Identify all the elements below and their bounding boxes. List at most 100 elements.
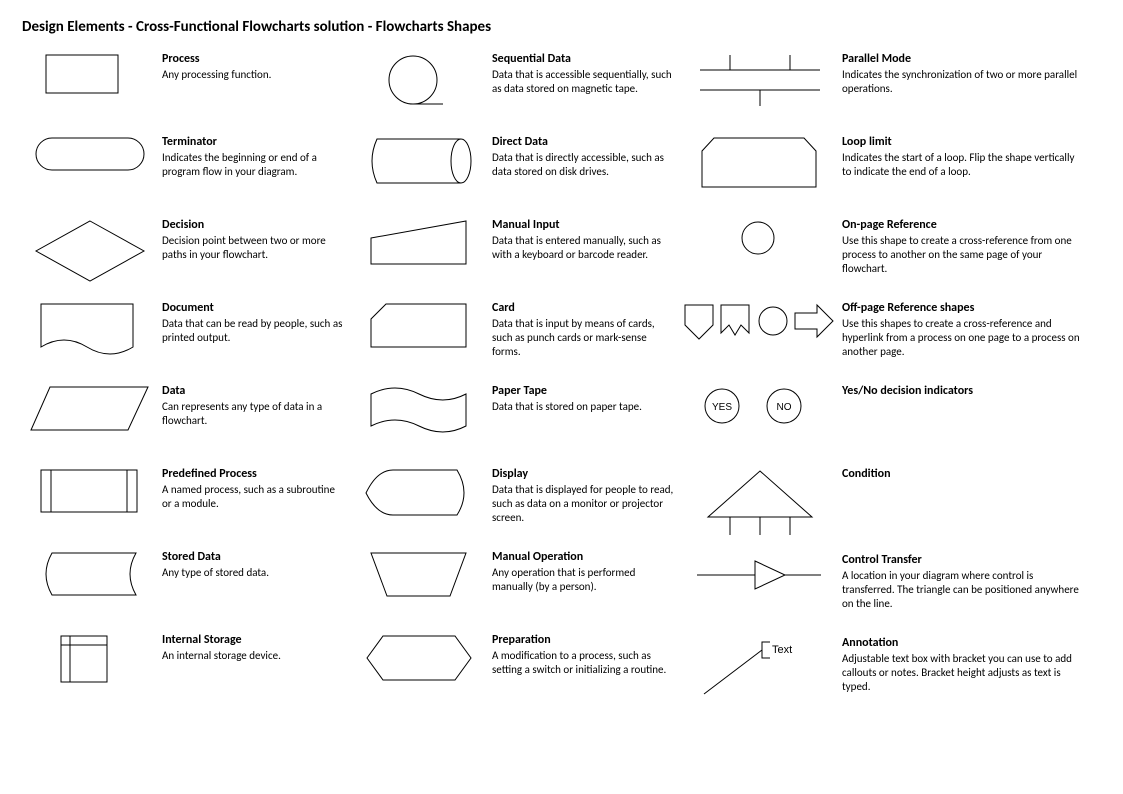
shape-name: Yes/No decision indicators — [842, 384, 1084, 398]
shape-name: Data — [162, 384, 344, 398]
parallel-mode-icon — [682, 50, 842, 114]
shape-desc: Data that is directly accessible, such a… — [492, 151, 674, 179]
svg-text:Text: Text — [772, 644, 792, 656]
shape-desc: Indicates the beginning or end of a prog… — [162, 151, 344, 179]
preparation-icon — [352, 631, 492, 687]
col-0: Process Any processing function. Termina… — [22, 50, 352, 717]
shape-name: Control Transfer — [842, 553, 1084, 567]
item-manual-operation: Manual Operation Any operation that is p… — [352, 548, 682, 623]
shape-grid: Process Any processing function. Termina… — [22, 50, 1101, 717]
item-stored-data: Stored Data Any type of stored data. — [22, 548, 352, 623]
item-paper-tape: Paper Tape Data that is stored on paper … — [352, 382, 682, 457]
shape-desc: Data that is input by means of cards, su… — [492, 317, 674, 358]
shape-desc: Data that is accessible sequentially, su… — [492, 68, 674, 96]
internal-storage-icon — [22, 631, 162, 693]
condition-icon — [682, 465, 842, 543]
item-condition: Condition — [682, 465, 1092, 543]
item-document: Document Data that can be read by people… — [22, 299, 352, 374]
item-card: Card Data that is input by means of card… — [352, 299, 682, 374]
shape-name: Condition — [842, 467, 1084, 481]
item-internal-storage: Internal Storage An internal storage dev… — [22, 631, 352, 706]
shape-name: Manual Input — [492, 218, 674, 232]
sequential-data-icon — [352, 50, 492, 114]
item-control-transfer: Control Transfer A location in your diag… — [682, 551, 1092, 626]
shape-name: Predefined Process — [162, 467, 344, 481]
document-icon — [22, 299, 162, 367]
col-2: Parallel Mode Indicates the synchronizat… — [682, 50, 1092, 717]
shape-desc: Decision point between two or more paths… — [162, 234, 344, 262]
shape-name: Process — [162, 52, 344, 66]
item-parallel-mode: Parallel Mode Indicates the synchronizat… — [682, 50, 1092, 125]
shape-name: Card — [492, 301, 674, 315]
shape-desc: Adjustable text box with bracket you can… — [842, 652, 1084, 693]
shape-desc: Any processing function. — [162, 68, 344, 82]
shape-desc: A location in your diagram where control… — [842, 569, 1084, 610]
predefined-process-icon — [22, 465, 162, 521]
shape-desc: Indicates the synchronization of two or … — [842, 68, 1084, 96]
shape-name: Display — [492, 467, 674, 481]
shape-desc: Data that is stored on paper tape. — [492, 400, 674, 414]
shape-desc: Any type of stored data. — [162, 566, 344, 580]
shape-name: Parallel Mode — [842, 52, 1084, 66]
shape-name: Off-page Reference shapes — [842, 301, 1084, 315]
manual-input-icon — [352, 216, 492, 274]
shape-name: Paper Tape — [492, 384, 674, 398]
decision-icon — [22, 216, 162, 286]
svg-text:YES: YES — [712, 402, 732, 413]
shape-name: Annotation — [842, 636, 1084, 650]
process-icon — [22, 50, 162, 104]
shape-desc: Data that is displayed for people to rea… — [492, 483, 674, 524]
item-decision: Decision Decision point between two or m… — [22, 216, 352, 291]
item-sequential-data: Sequential Data Data that is accessible … — [352, 50, 682, 125]
loop-limit-icon — [682, 133, 842, 197]
item-process: Process Any processing function. — [22, 50, 352, 125]
item-loop-limit: Loop limit Indicates the start of a loop… — [682, 133, 1092, 208]
shape-desc: Data that is entered manually, such as w… — [492, 234, 674, 262]
shape-name: Direct Data — [492, 135, 674, 149]
item-off-page-reference: Off-page Reference shapes Use this shape… — [682, 299, 1092, 374]
item-preparation: Preparation A modification to a process,… — [352, 631, 682, 706]
item-predefined-process: Predefined Process A named process, such… — [22, 465, 352, 540]
yes-no-icon: YES NO — [682, 382, 842, 430]
svg-text:NO: NO — [777, 402, 792, 413]
shape-name: Sequential Data — [492, 52, 674, 66]
item-direct-data: Direct Data Data that is directly access… — [352, 133, 682, 208]
item-display: Display Data that is displayed for peopl… — [352, 465, 682, 540]
shape-name: Decision — [162, 218, 344, 232]
col-1: Sequential Data Data that is accessible … — [352, 50, 682, 717]
shape-name: Document — [162, 301, 344, 315]
shape-desc: Data that can be read by people, such as… — [162, 317, 344, 345]
shape-desc: Indicates the start of a loop. Flip the … — [842, 151, 1084, 179]
off-page-reference-icon — [682, 299, 842, 347]
shape-desc: An internal storage device. — [162, 649, 344, 663]
shape-name: On-page Reference — [842, 218, 1084, 232]
on-page-reference-icon — [682, 216, 842, 264]
display-icon — [352, 465, 492, 523]
annotation-icon: Text — [682, 634, 842, 702]
shape-name: Loop limit — [842, 135, 1084, 149]
shape-name: Stored Data — [162, 550, 344, 564]
shape-name: Terminator — [162, 135, 344, 149]
shape-desc: Can represents any type of data in a flo… — [162, 400, 344, 428]
item-manual-input: Manual Input Data that is entered manual… — [352, 216, 682, 291]
item-annotation: Text Annotation Adjustable text box with… — [682, 634, 1092, 709]
page-title: Design Elements - Cross-Functional Flowc… — [22, 18, 1101, 36]
shape-desc: A modification to a process, such as set… — [492, 649, 674, 677]
data-icon — [22, 382, 162, 440]
shape-desc: Any operation that is performed manually… — [492, 566, 674, 594]
shape-desc: A named process, such as a subroutine or… — [162, 483, 344, 511]
shape-name: Preparation — [492, 633, 674, 647]
stored-data-icon — [22, 548, 162, 604]
shape-name: Manual Operation — [492, 550, 674, 564]
direct-data-icon — [352, 133, 492, 191]
item-data: Data Can represents any type of data in … — [22, 382, 352, 457]
item-yes-no: YES NO Yes/No decision indicators — [682, 382, 1092, 457]
terminator-icon — [22, 133, 162, 181]
control-transfer-icon — [682, 551, 842, 599]
item-terminator: Terminator Indicates the beginning or en… — [22, 133, 352, 208]
item-on-page-reference: On-page Reference Use this shape to crea… — [682, 216, 1092, 291]
shape-desc: Use this shapes to create a cross-refere… — [842, 317, 1084, 358]
paper-tape-icon — [352, 382, 492, 440]
card-icon — [352, 299, 492, 357]
manual-operation-icon — [352, 548, 492, 604]
